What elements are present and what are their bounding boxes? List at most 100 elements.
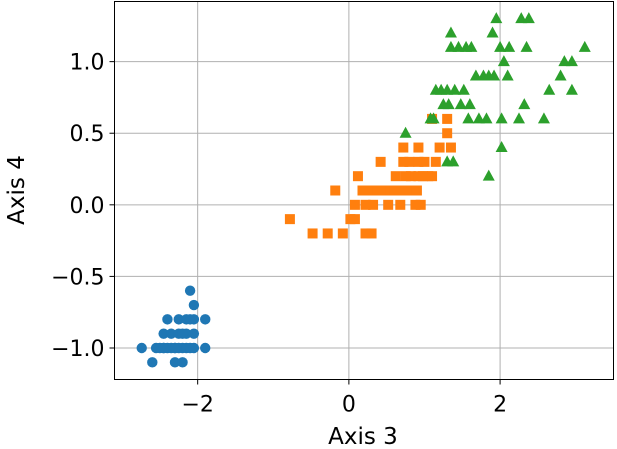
data-point-triangle: [447, 155, 460, 167]
data-point-triangle: [469, 69, 482, 81]
data-point-triangle: [457, 83, 470, 95]
data-point-square: [404, 156, 415, 167]
data-point-square: [337, 228, 348, 239]
data-point-square: [365, 185, 376, 196]
data-point-square: [368, 199, 379, 210]
data-point-square: [380, 185, 391, 196]
data-point-triangle: [522, 12, 535, 24]
data-point-triangle: [494, 40, 507, 52]
data-point-circle: [147, 357, 158, 368]
data-point-square: [383, 199, 394, 210]
data-point-triangle: [554, 69, 567, 81]
data-point-square: [398, 142, 409, 153]
data-point-circle: [188, 314, 200, 325]
axis-ticks: −2 0 2 −1.0 −0.5 0.0 0.5 1.0: [51, 51, 507, 418]
data-point-square: [357, 185, 368, 196]
data-point-triangle: [543, 83, 556, 95]
y-axis-label: Axis 4: [4, 155, 30, 225]
data-point-square: [427, 171, 438, 182]
data-point-square: [415, 199, 426, 210]
data-point-triangle: [565, 83, 578, 95]
data-point-triangle: [462, 112, 475, 124]
data-point-triangle: [442, 98, 455, 110]
data-point-square: [398, 156, 409, 167]
data-point-square: [430, 156, 441, 167]
data-point-circle: [200, 314, 211, 325]
data-point-triangle: [399, 126, 412, 138]
data-point-triangle: [441, 83, 454, 95]
data-point-triangle: [488, 69, 501, 81]
data-point-circle: [177, 357, 188, 368]
data-point-square: [352, 171, 363, 182]
data-point-circle: [177, 328, 188, 339]
data-point-triangle: [444, 26, 457, 38]
y-tick-label: −1.0: [51, 337, 104, 362]
data-point-triangle: [427, 112, 440, 124]
data-point-triangle: [444, 40, 457, 52]
data-point-square: [417, 171, 428, 182]
data-point-square: [442, 128, 453, 139]
data-point-circle: [184, 285, 196, 296]
data-point-triangle: [537, 112, 550, 124]
data-point-square: [413, 156, 424, 167]
data-point-triangle: [452, 40, 465, 52]
data-point-square: [411, 185, 422, 196]
data-point-circle: [136, 342, 147, 354]
data-point-triangle: [520, 40, 533, 52]
data-point-square: [410, 199, 421, 210]
x-tick-label: −2: [181, 393, 213, 418]
data-point-triangle: [518, 98, 531, 110]
data-point-triangle: [512, 112, 525, 124]
data-point-circle: [158, 342, 169, 354]
data-point-circle: [200, 342, 211, 354]
data-point-circle: [169, 357, 181, 368]
y-tick-label: 0.5: [70, 122, 105, 147]
data-point-triangle: [495, 112, 508, 124]
data-point-triangle: [565, 55, 578, 67]
data-point-circle: [169, 342, 181, 354]
data-point-triangle: [480, 112, 493, 124]
data-point-square: [434, 142, 445, 153]
data-point-square: [330, 185, 341, 196]
data-point-square: [372, 185, 383, 196]
x-axis-label: Axis 3: [328, 424, 398, 449]
data-point-circle: [158, 328, 169, 339]
data-point-square: [366, 228, 377, 239]
data-point-square: [405, 171, 416, 182]
data-point-triangle: [472, 112, 485, 124]
plot-frame: [114, 1, 614, 380]
data-point-square: [322, 228, 333, 239]
data-point-square: [389, 185, 400, 196]
y-tick-label: −0.5: [51, 265, 104, 290]
data-point-circle: [188, 342, 200, 354]
data-point-square: [360, 228, 371, 239]
data-point-square: [396, 185, 407, 196]
data-point-circle: [188, 299, 200, 311]
data-point-triangle: [463, 98, 476, 110]
data-point-circle: [173, 314, 184, 325]
data-point-square: [413, 142, 424, 153]
data-point-triangle: [490, 12, 503, 24]
data-point-triangle: [503, 40, 516, 52]
data-point-square: [400, 171, 411, 182]
data-point-triangle: [486, 26, 499, 38]
data-point-triangle: [578, 40, 591, 52]
data-points: [136, 12, 591, 368]
data-point-triangle: [448, 83, 461, 95]
data-point-square: [307, 228, 318, 239]
data-point-triangle: [501, 69, 514, 81]
data-point-square: [442, 113, 453, 124]
data-point-square: [390, 171, 401, 182]
data-point-square: [402, 185, 413, 196]
data-point-triangle: [515, 12, 528, 24]
data-point-square: [360, 199, 371, 210]
data-point-circle: [162, 314, 173, 325]
data-point-triangle: [465, 40, 478, 52]
data-point-square: [349, 214, 360, 225]
data-point-square: [395, 199, 406, 210]
data-point-triangle: [497, 55, 510, 67]
data-point-circle: [188, 328, 200, 339]
y-tick-label: 0.0: [70, 194, 105, 219]
data-point-square: [419, 156, 430, 167]
